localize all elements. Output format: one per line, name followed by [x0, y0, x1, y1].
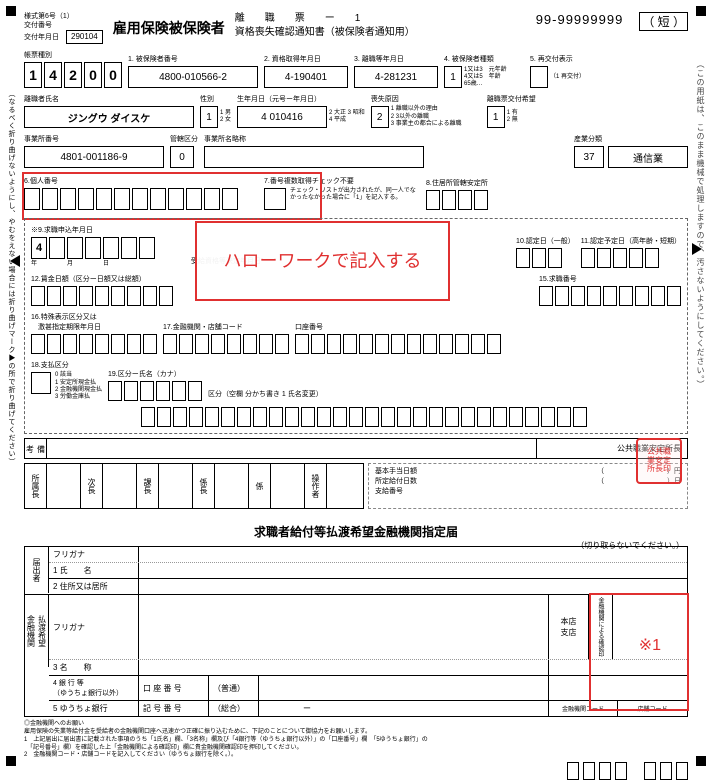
s16-lbl: 16.特殊表示区分又は 激甚指定期限年月日: [31, 312, 157, 332]
pay-r2: 所定給付日数: [375, 476, 417, 486]
loss-tiny: 1 離職以外の理由 2 3以外の離職 3 事業主の都合による離職: [391, 106, 481, 128]
fold-mark-right: [692, 243, 702, 255]
f3-lbl: 2. 資格取得年月日: [264, 54, 348, 64]
s12-boxes: [581, 248, 681, 268]
s9-sub: 年 月 日: [31, 261, 155, 268]
header: 様式第6号（1） 交付番号 交付年月日 290104 雇用保険被保険者 離 職 …: [24, 12, 688, 44]
s12b-boxes: [31, 286, 173, 306]
f1-boxes: 14200: [24, 62, 122, 88]
sec2-title: 求職者給付等払渡希望金融機関指定届: [24, 523, 688, 540]
dashed-zone: ハローワークで記入する ※9.求職申込年月日 4 年 月 日 受給資格等決定年月…: [24, 218, 688, 434]
rsk-val: 1: [487, 106, 505, 128]
red-frame-6: [22, 172, 322, 220]
f4-val: 4-281231: [354, 66, 438, 88]
s15-boxes: [539, 286, 681, 306]
sub-l2: 資格喪失確認通知書（被保険者通知用）: [235, 26, 415, 40]
f2-lbl: 1. 被保険者番号: [128, 54, 258, 64]
f5-val: 1: [444, 66, 462, 88]
fold-note-left: （なるべく折り曲げないようにし、やむをえない場合には折り曲げマーク▶の所で折り曲…: [6, 90, 16, 466]
s17-lbl: 17.金融機関・店舗コード: [163, 322, 289, 332]
sex-val: 1: [200, 106, 218, 128]
s19b-lbl: 区分（空欄 分かち書き 1 氏名変更）: [208, 389, 323, 399]
s19-boxes: [108, 381, 202, 401]
s17b-boxes: [295, 334, 501, 354]
s19-lbl: 19.区分ー氏名（カナ）: [108, 369, 202, 379]
s19c-boxes: [141, 407, 587, 427]
footer-notes: ◎金融機関へのお願い 雇用保険の失業等給付金を受給者の金融機関口座へ迅速かつ正確…: [24, 721, 688, 760]
s16-boxes: [31, 334, 157, 354]
sex-lbl: 性別: [200, 94, 231, 104]
office-val: 4801-001186-9: [24, 146, 164, 168]
birth-lbl: 生年月日（元号ー年月日）: [237, 94, 365, 104]
s11-lbl: 10.認定日（一般）: [516, 236, 575, 246]
s17b-lbl: 口座番号: [295, 322, 501, 332]
f6-tiny: （1 再交付）: [550, 74, 585, 81]
reg-no: 99-99999999: [536, 12, 624, 27]
rsk-tiny: 1 有 2 無: [507, 110, 518, 124]
issue-no: 交付番号: [24, 21, 103, 30]
pay-r1: 基本手当日額: [375, 466, 417, 476]
f1-lbl: 帳票種別: [24, 50, 122, 60]
loss-lbl: 喪失原因: [371, 94, 481, 104]
kanri-val: 0: [170, 146, 194, 168]
s15-lbl: 15.求職番号: [539, 274, 681, 284]
s9-lbl: ※9.求職申込年月日: [31, 225, 155, 235]
loss-val: 2: [371, 106, 389, 128]
fold-mark-left: [10, 255, 20, 267]
bank-table: ※1 届出者 フリガナ 1 氏 名 2 住所又は居所 払渡希望 金融機関 フリガ…: [24, 546, 688, 717]
ind-lbl: 産業分類: [574, 134, 688, 144]
kanri-lbl: 管轄区分: [170, 134, 198, 144]
f6-lbl: 5. 再交付表示: [530, 54, 585, 64]
ind-name: 通信業: [608, 146, 688, 168]
tan-badge: （ 短 ）: [639, 12, 688, 31]
doc-title: 雇用保険被保険者: [113, 18, 225, 38]
s18-lbl: 18.支払区分: [31, 360, 102, 370]
issue-date-lbl: 交付年月日: [24, 34, 59, 41]
biko-row: 備 考 公共職業安定所長: [24, 438, 688, 459]
s17-boxes: [163, 334, 289, 354]
f5-tiny: 1又は3 元年齢 4又は5 年齢 65歳…: [464, 67, 524, 89]
sex-tiny: 1 男 2 女: [220, 110, 231, 124]
rsk-lbl: 離職票交付希望: [487, 94, 536, 104]
sub-l1: 離 職 票 ー 1: [235, 12, 415, 26]
name-val: ジングウ ダイスケ: [24, 106, 194, 128]
hellowork-overlay: ハローワークで記入する: [195, 221, 450, 301]
office-stamp: 公共職 業安定 所長印: [636, 438, 682, 484]
roles-row: 所属長次長課長係長係操作者: [24, 463, 364, 509]
abbr-lbl: 事業所名略称: [204, 134, 568, 144]
s18-box: [31, 372, 51, 394]
s12b-lbl: 12.賃金日額（区分ー日額又は総額）: [31, 274, 173, 284]
s8-boxes: [426, 190, 488, 210]
birth-tiny: 2 大正 3 昭和 4 平成: [329, 110, 365, 124]
f2-val: 4800-010566-2: [128, 66, 258, 88]
s11-boxes: [516, 248, 575, 268]
f3-val: 4-190401: [264, 66, 348, 88]
birth-val: 4 010416: [237, 106, 327, 128]
abbr-val: [204, 146, 424, 168]
s18-tiny: 0 該当 1 安定所現金払 2 金融機関現金払 3 労働金庫払: [55, 372, 102, 401]
issue-date: 290104: [66, 30, 103, 44]
name-lbl: 離職者氏名: [24, 94, 194, 104]
ind-val: 37: [574, 146, 604, 168]
pay-r3: 支給番号: [375, 488, 403, 495]
biko-lbl: 備 考: [25, 439, 47, 458]
f5-lbl: 4. 被保険者種類: [444, 54, 524, 64]
s8-lbl: 8.住居所管轄安定所: [426, 178, 488, 188]
form-no: 様式第6号（1）: [24, 12, 103, 21]
machine-note-right: （この用紙は、このまま機械で処理しますので、汚さないようにしてください。）: [695, 60, 706, 389]
f6-box: [530, 66, 548, 88]
note1-text: ※1: [639, 635, 661, 655]
s12-lbl: 11.認定予定日（高年齢・短期）: [581, 236, 681, 246]
office-lbl: 事業所番号: [24, 134, 164, 144]
f4-lbl: 3. 離職等年月日: [354, 54, 438, 64]
s9-boxes: 4: [31, 237, 155, 259]
